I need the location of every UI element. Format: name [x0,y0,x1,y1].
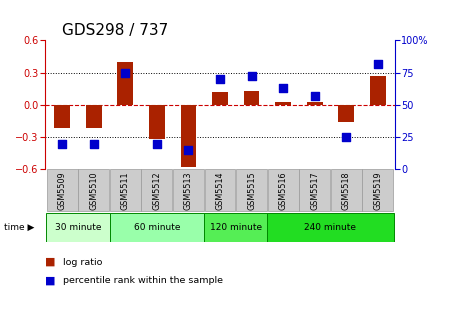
Bar [275,101,291,105]
Text: 120 minute: 120 minute [210,223,262,232]
Text: GSM5510: GSM5510 [89,171,98,210]
FancyBboxPatch shape [47,169,78,211]
FancyBboxPatch shape [331,169,362,211]
FancyBboxPatch shape [78,169,109,211]
FancyBboxPatch shape [267,213,393,242]
Text: GSM5509: GSM5509 [58,171,67,210]
Point [122,70,129,75]
Text: percentile rank within the sample: percentile rank within the sample [63,276,223,285]
Text: GSM5515: GSM5515 [247,171,256,210]
Text: GSM5511: GSM5511 [121,171,130,210]
Point [90,141,97,146]
FancyBboxPatch shape [268,169,299,211]
Text: GSM5519: GSM5519 [373,171,382,210]
Text: ■: ■ [45,257,55,267]
Bar [180,105,196,167]
Text: GSM5516: GSM5516 [279,171,288,210]
Bar [86,105,101,128]
Bar [339,105,354,122]
Text: GSM5517: GSM5517 [310,171,319,210]
Point [311,93,318,98]
FancyBboxPatch shape [204,213,267,242]
Text: GSM5513: GSM5513 [184,171,193,210]
Text: log ratio: log ratio [63,258,102,266]
Bar [212,92,228,105]
Bar [370,76,386,105]
FancyBboxPatch shape [205,169,235,211]
Point [248,74,255,79]
FancyBboxPatch shape [110,213,204,242]
Text: 30 minute: 30 minute [55,223,101,232]
FancyBboxPatch shape [299,169,330,211]
Bar [118,62,133,105]
Bar [149,105,165,139]
Point [185,147,192,153]
Point [280,85,287,91]
Bar [54,105,70,128]
FancyBboxPatch shape [110,169,141,211]
Text: GDS298 / 737: GDS298 / 737 [62,23,169,38]
FancyBboxPatch shape [362,169,393,211]
Text: time ▶: time ▶ [4,223,35,232]
Text: GSM5514: GSM5514 [216,171,224,210]
FancyBboxPatch shape [236,169,267,211]
Text: GSM5518: GSM5518 [342,171,351,210]
Text: GSM5512: GSM5512 [152,171,161,210]
Text: ■: ■ [45,276,55,286]
Text: 60 minute: 60 minute [134,223,180,232]
Bar [244,91,260,105]
FancyBboxPatch shape [47,213,110,242]
Point [343,134,350,140]
Text: 240 minute: 240 minute [304,223,357,232]
Point [59,141,66,146]
Point [374,61,381,66]
Point [153,141,160,146]
FancyBboxPatch shape [141,169,172,211]
Point [216,76,224,82]
FancyBboxPatch shape [173,169,204,211]
Bar [307,101,322,105]
